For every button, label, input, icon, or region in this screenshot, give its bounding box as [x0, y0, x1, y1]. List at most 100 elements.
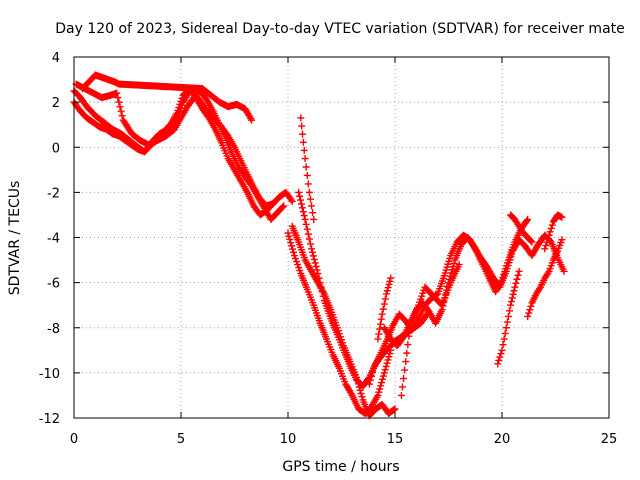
y-axis-title: SDTVAR / TECUs	[7, 181, 23, 296]
data-point	[301, 155, 309, 163]
data-point-marker	[510, 287, 518, 295]
data-point-marker	[306, 240, 314, 248]
data-point-marker	[508, 294, 516, 302]
data-point-marker	[495, 356, 503, 364]
data-point	[558, 236, 566, 244]
data-point-marker	[376, 385, 384, 393]
data-point-marker	[386, 350, 394, 358]
grid-lines	[74, 57, 609, 418]
data-point	[511, 283, 519, 291]
data-point-marker	[384, 356, 392, 364]
data-point-marker	[297, 196, 305, 204]
data-point	[314, 270, 322, 278]
data-point-marker	[542, 241, 550, 249]
data-point	[280, 202, 288, 210]
data-point-marker	[383, 287, 391, 295]
data-point-marker	[512, 279, 520, 287]
data-point-marker	[496, 353, 504, 361]
data-point-marker	[380, 300, 388, 308]
data-point-marker	[523, 217, 531, 225]
series-1	[70, 85, 277, 219]
series-5	[288, 222, 399, 420]
data-point	[498, 346, 506, 354]
data-point	[455, 261, 463, 269]
data-point-marker	[298, 122, 306, 130]
data-point-marker	[367, 372, 375, 380]
data-point-marker	[287, 239, 295, 247]
data-point-marker	[369, 368, 377, 376]
series-9	[365, 215, 532, 388]
data-point-marker	[376, 320, 384, 328]
series-2	[72, 80, 288, 223]
y-tick-label: 2	[52, 96, 60, 111]
data-point-marker	[497, 350, 505, 358]
y-tick-label: -4	[47, 232, 60, 247]
data-point-marker	[298, 204, 306, 212]
data-point-marker	[381, 295, 389, 303]
data-point-marker	[300, 212, 308, 220]
data-point-marker	[306, 195, 314, 203]
y-tick-label: 0	[52, 141, 60, 156]
y-tick-label: -6	[47, 277, 60, 292]
data-point-marker	[299, 130, 307, 138]
data-point	[113, 89, 121, 97]
data-point-marker	[309, 252, 317, 260]
data-point-marker	[405, 332, 413, 340]
data-point-marker	[377, 315, 385, 323]
data-point-marker	[268, 201, 276, 209]
data-point-marker	[304, 180, 312, 188]
data-point-marker	[505, 307, 513, 315]
data-point-marker	[507, 298, 515, 306]
data-point	[310, 215, 318, 223]
data-point	[380, 369, 388, 377]
data-point-marker	[527, 302, 535, 310]
x-axis-title: GPS time / hours	[282, 459, 399, 475]
data-point-marker	[378, 379, 386, 387]
data-point-marker	[114, 94, 122, 102]
data-point	[365, 380, 373, 388]
data-point-marker	[289, 245, 297, 253]
data-point-marker	[347, 390, 355, 398]
data-point-marker	[497, 278, 505, 286]
data-point-marker	[286, 235, 294, 243]
data-point	[374, 335, 382, 343]
y-tick-label: -12	[39, 412, 60, 427]
data-point-marker	[401, 366, 409, 374]
data-point-marker	[303, 171, 311, 179]
data-point	[301, 215, 309, 223]
chart-title: Day 120 of 2023, Sidereal Day-to-day VTE…	[55, 21, 625, 37]
data-point-marker	[304, 230, 312, 238]
data-point-marker	[288, 242, 296, 250]
data-point-marker	[357, 390, 365, 398]
data-point-marker	[299, 208, 307, 216]
data-point	[560, 267, 568, 275]
data-point	[248, 116, 256, 124]
data-point	[502, 324, 510, 332]
data-point-marker	[118, 112, 126, 120]
data-point	[545, 231, 553, 239]
x-tick-label: 25	[601, 432, 618, 447]
data-point	[382, 290, 390, 298]
data-point-marker	[501, 329, 509, 337]
x-tick-labels: 0 5 10 15 20 25	[70, 432, 617, 447]
data-points	[70, 71, 568, 420]
data-point	[269, 200, 277, 208]
data-point-marker	[279, 203, 287, 211]
data-point-marker	[404, 341, 412, 349]
data-point-marker	[450, 259, 458, 267]
series-7	[297, 114, 318, 223]
data-point	[374, 391, 382, 399]
data-point-marker	[385, 280, 393, 288]
data-point-marker	[398, 383, 406, 391]
data-point-marker	[117, 107, 125, 115]
data-point-marker	[381, 366, 389, 374]
data-point-marker	[247, 115, 255, 123]
data-point-marker	[308, 248, 316, 256]
x-tick-label: 20	[494, 432, 511, 447]
data-point-marker	[290, 248, 298, 256]
data-point	[528, 238, 536, 246]
data-point-marker	[504, 312, 512, 320]
data-point-marker	[547, 224, 555, 232]
series-13	[507, 211, 536, 246]
data-point-marker	[313, 266, 321, 274]
